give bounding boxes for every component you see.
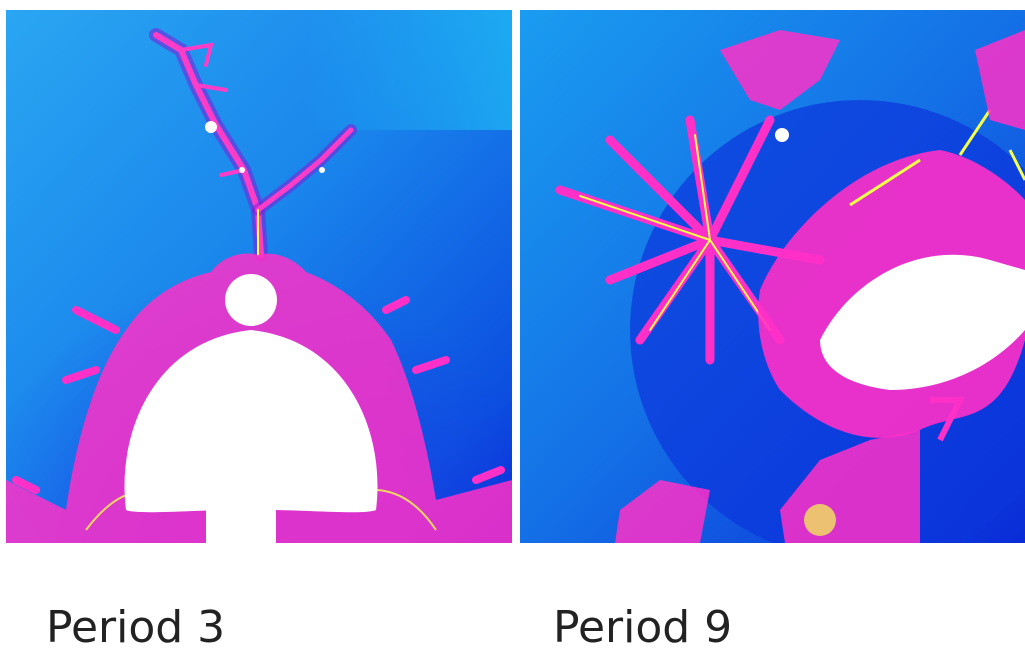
right-edge-cluster <box>975 30 1025 130</box>
upper-cluster <box>720 30 840 142</box>
fractal-panel-period-9 <box>520 10 1025 543</box>
period-3-mandelbrot-image <box>6 10 512 543</box>
fractal-panel-period-3 <box>6 10 512 543</box>
fractal-boundary <box>758 109 1025 438</box>
lower-clusters <box>615 397 965 543</box>
caption-period-9: Period 9 <box>553 602 733 653</box>
period-9-mandelbrot-image <box>520 10 1025 543</box>
mandelbrot-set-body <box>820 254 1025 390</box>
caption-period-3: Period 3 <box>46 602 226 653</box>
mandelbrot-set-body <box>124 274 378 543</box>
